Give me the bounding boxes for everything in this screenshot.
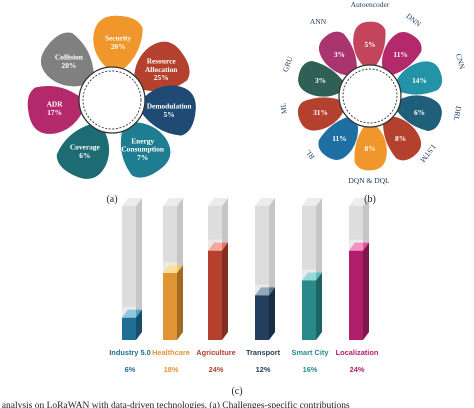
category-label-industry-5-0: Industry 5.0 — [109, 348, 150, 357]
value-label-agriculture: 24% — [209, 365, 224, 374]
petal-gru — [298, 61, 345, 97]
petal-label-energy-consumption: Energy Consumption 7% — [121, 136, 164, 162]
value-label-industry-5-0: 6% — [125, 365, 136, 374]
petal-value-autoencoder: 5% — [364, 40, 375, 49]
technique-label-dnn: DNN — [404, 11, 423, 28]
petal-value-rl: 11% — [332, 134, 346, 143]
category-label-localization: Localization — [336, 348, 379, 357]
figure-caption: re analysis on LoRaWAN with data-driven … — [0, 400, 350, 408]
technique-label-rl: RL — [303, 148, 316, 161]
petal-ann — [318, 31, 357, 76]
petal-rl — [318, 116, 359, 160]
technique-label-cnn: CNN — [454, 53, 467, 71]
domains-bar-chart: Industry 5.0 6% Healthcare 18% Agriculture 24… — [109, 198, 379, 374]
techniques-petal-chart: 5% Autoencoder 11% DNN 14% CNN 6% DRL 8% LSTM 8% DQ… — [278, 0, 467, 185]
petal-adr — [27, 86, 84, 134]
bar-healthcare — [163, 198, 183, 340]
petal-label-adr: ADR 17% — [47, 99, 64, 116]
bar-smart-city — [302, 198, 322, 340]
petal-label-coverage: Coverage 6% — [70, 143, 101, 160]
category-label-smart-city: Smart City — [292, 348, 330, 357]
petal-label-demodulation: Demodulation 5% — [147, 101, 192, 118]
petal-label-collision: Collision 20% — [55, 53, 83, 70]
petal-collision — [40, 32, 94, 87]
technique-label-autoencoder: Autoencoder — [351, 0, 390, 9]
challenges-petal-chart: Security 20% Resource Allocation 25% Demodula… — [27, 15, 196, 179]
petal-value-ml: 31% — [313, 108, 328, 117]
technique-label-lstm: LSTM — [418, 143, 438, 165]
value-label-smart-city: 16% — [303, 365, 318, 374]
petal-autoencoder — [353, 21, 386, 68]
petal-value-drl: 6% — [414, 108, 425, 117]
petal-value-gru: 3% — [315, 76, 326, 85]
petal-dqn-and-dql — [354, 124, 387, 171]
center-circle — [338, 64, 402, 128]
panel-label-a: (a) — [106, 194, 117, 205]
category-label-agriculture: Agriculture — [196, 348, 235, 357]
petal-value-ann: 3% — [334, 50, 345, 59]
technique-label-drl: DRL — [452, 105, 464, 122]
center-dashed-ring — [82, 70, 142, 130]
technique-label-ann: ANN — [310, 17, 327, 26]
category-label-healthcare: Healthcare — [152, 348, 190, 357]
petal-resource-allocation — [134, 41, 190, 92]
petal-security — [93, 15, 143, 71]
petal-value-dqn-and-dql: 8% — [364, 144, 375, 153]
petal-ml — [297, 97, 345, 131]
value-label-transport: 12% — [256, 365, 271, 374]
petal-dnn — [381, 32, 422, 76]
category-label-transport: Transport — [246, 348, 281, 357]
petal-label-security: Security 20% — [105, 34, 132, 51]
center-dashed-ring — [342, 68, 398, 124]
petal-coverage — [56, 123, 110, 179]
petal-cnn — [395, 61, 443, 95]
petal-lstm — [383, 116, 422, 161]
center-circle — [78, 66, 146, 134]
petal-drl — [395, 95, 442, 131]
value-label-healthcare: 18% — [164, 365, 179, 374]
petal-value-cnn: 14% — [412, 76, 427, 85]
petal-demodulation — [140, 85, 196, 136]
panel-label-b: (b) — [364, 194, 376, 205]
petal-energy-consumption — [120, 122, 171, 178]
bar-agriculture — [208, 198, 228, 340]
bar-industry-5-0 — [122, 198, 142, 340]
petal-value-dnn: 11% — [393, 50, 407, 59]
bar-localization — [349, 198, 369, 340]
panel-label-c: (c) — [231, 386, 242, 397]
petal-label-resource-allocation: Resource Allocation 25% — [145, 56, 177, 82]
technique-label-dqn-and-dql: DQN & DQL — [348, 176, 390, 185]
technique-label-gru: GRU — [281, 55, 295, 74]
petal-value-lstm: 8% — [395, 134, 406, 143]
bar-transport — [255, 198, 275, 340]
value-label-localization: 24% — [350, 365, 365, 374]
technique-label-ml: ML — [278, 102, 289, 115]
